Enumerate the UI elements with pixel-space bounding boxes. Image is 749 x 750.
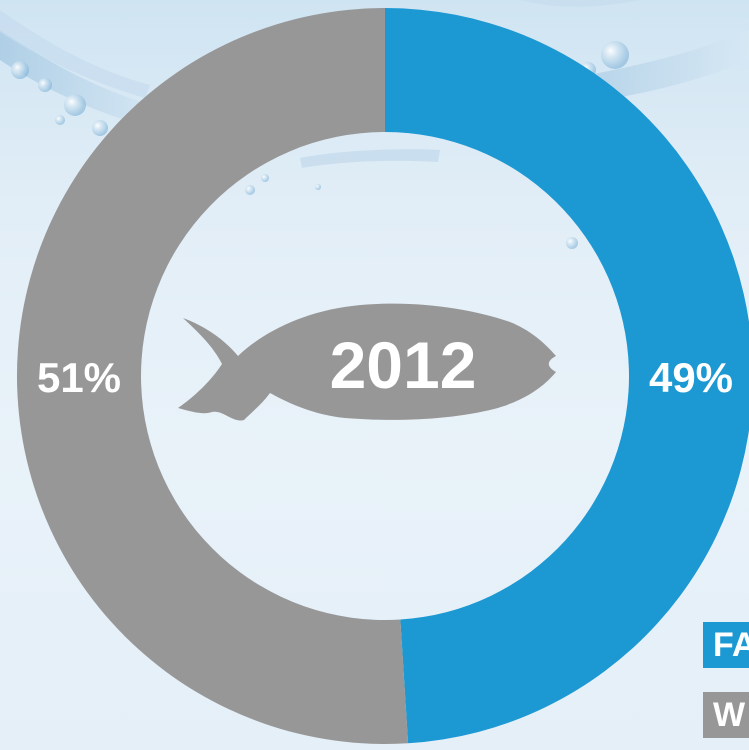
legend-entry-fa: FA (703, 622, 749, 668)
chart-title: 2012 (330, 328, 477, 402)
donut-slice-0 (385, 8, 749, 744)
donut-slice-1 (17, 8, 409, 744)
slice-labels: 49% 51% (37, 354, 733, 401)
legend-entry-w: W (703, 692, 749, 738)
fish-icon (178, 303, 556, 421)
slice-label-0: 49% (649, 354, 733, 401)
donut-slices (17, 8, 749, 744)
slice-label-1: 51% (37, 354, 121, 401)
